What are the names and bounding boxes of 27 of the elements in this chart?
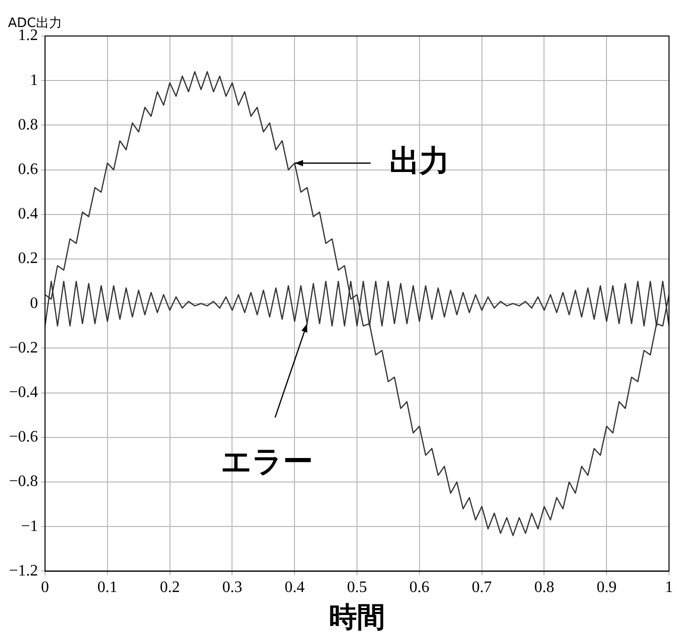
y-tick-label: −0.4 [8,384,38,402]
y-tick-label: 0.6 [18,161,38,178]
y-tick-label: 0.8 [18,116,38,134]
y-tick-label: 0.2 [18,250,38,268]
x-tick-label: 1 [665,579,673,596]
y-tick-label: −0.2 [8,339,38,356]
x-tick-label: 0 [41,579,50,596]
x-tick-label: 0.2 [160,579,180,596]
y-tick-label: 1.2 [18,27,38,44]
x-tick-label: 0.5 [347,579,368,596]
y-tick-label: 0 [30,294,38,312]
x-tick-label: 0.3 [222,579,242,596]
x-tick-label: 0.4 [284,579,305,596]
y-tick-label: −0.6 [8,428,38,446]
annotation: エラー [221,444,314,480]
x-tick-label: 0.1 [97,579,118,596]
x-tick-label: 0.6 [409,579,430,596]
y-tick-label: −1 [20,518,38,535]
y-tick-label: 1 [30,72,38,89]
y-tick-label: −0.8 [8,473,38,490]
x-tick-label: 0.8 [534,579,554,596]
x-tick-label: 0.7 [472,579,492,596]
y-tick-label: −1.2 [8,562,38,580]
x-tick-label: 0.9 [596,579,617,596]
x-axis-title: 時間 [329,600,386,634]
y-tick-label: 0.4 [18,206,38,223]
annotation: 出力 [390,144,450,179]
